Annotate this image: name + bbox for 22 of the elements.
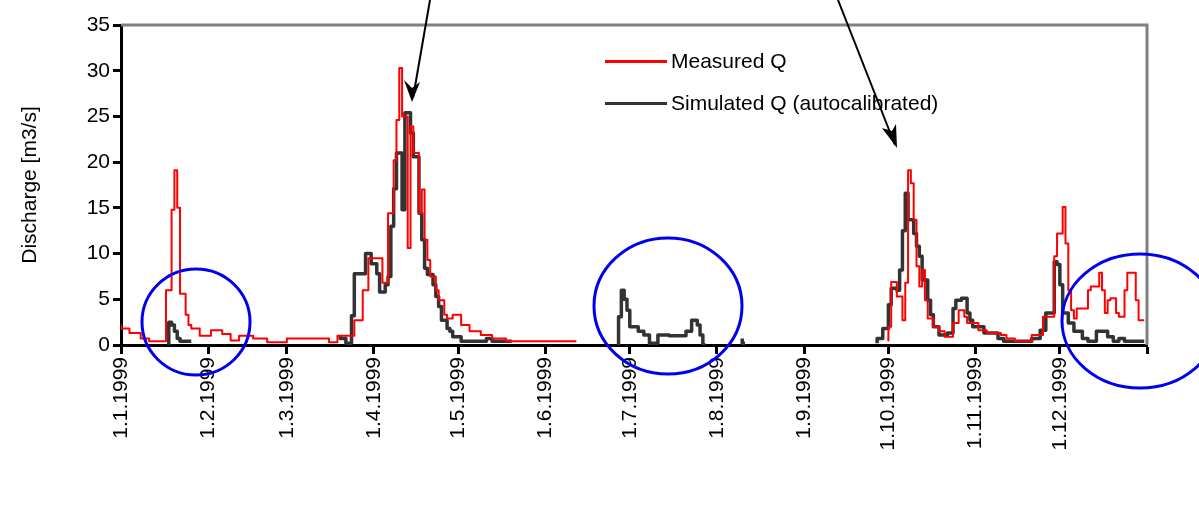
x-tick-label: 1.4.1999 xyxy=(360,357,384,439)
y-tick-label: 0 xyxy=(98,331,110,355)
y-tick-label: 5 xyxy=(98,286,110,310)
y-tick-label: 20 xyxy=(86,148,110,172)
x-tick-label: 1.11.1999 xyxy=(962,357,986,449)
y-axis-title: Discharge [m3/s] xyxy=(17,106,41,264)
y-tick-label: 30 xyxy=(86,57,110,81)
x-tick-label: 1.12.1999 xyxy=(1046,357,1070,451)
x-tick-label: 1.1.1999 xyxy=(107,357,131,439)
x-tick-label: 1.7.1999 xyxy=(616,357,640,439)
y-tick-label: 15 xyxy=(86,194,110,218)
x-tick-label: 1.10.1999 xyxy=(875,357,899,451)
y-tick-label: 10 xyxy=(86,240,110,264)
x-tick-label: 1.9.1999 xyxy=(790,357,814,439)
x-tick-label: 1.5.1999 xyxy=(445,357,469,439)
x-tick-label: 1.2.1999 xyxy=(194,357,218,439)
x-tick-label: 1.3.1999 xyxy=(273,357,297,439)
y-tick-label: 25 xyxy=(86,103,110,127)
y-tick-label: 35 xyxy=(86,11,110,35)
legend-label: Measured Q xyxy=(671,48,787,74)
x-tick-label: 1.6.1999 xyxy=(532,357,556,439)
x-tick-label: 1.8.1999 xyxy=(703,357,727,439)
